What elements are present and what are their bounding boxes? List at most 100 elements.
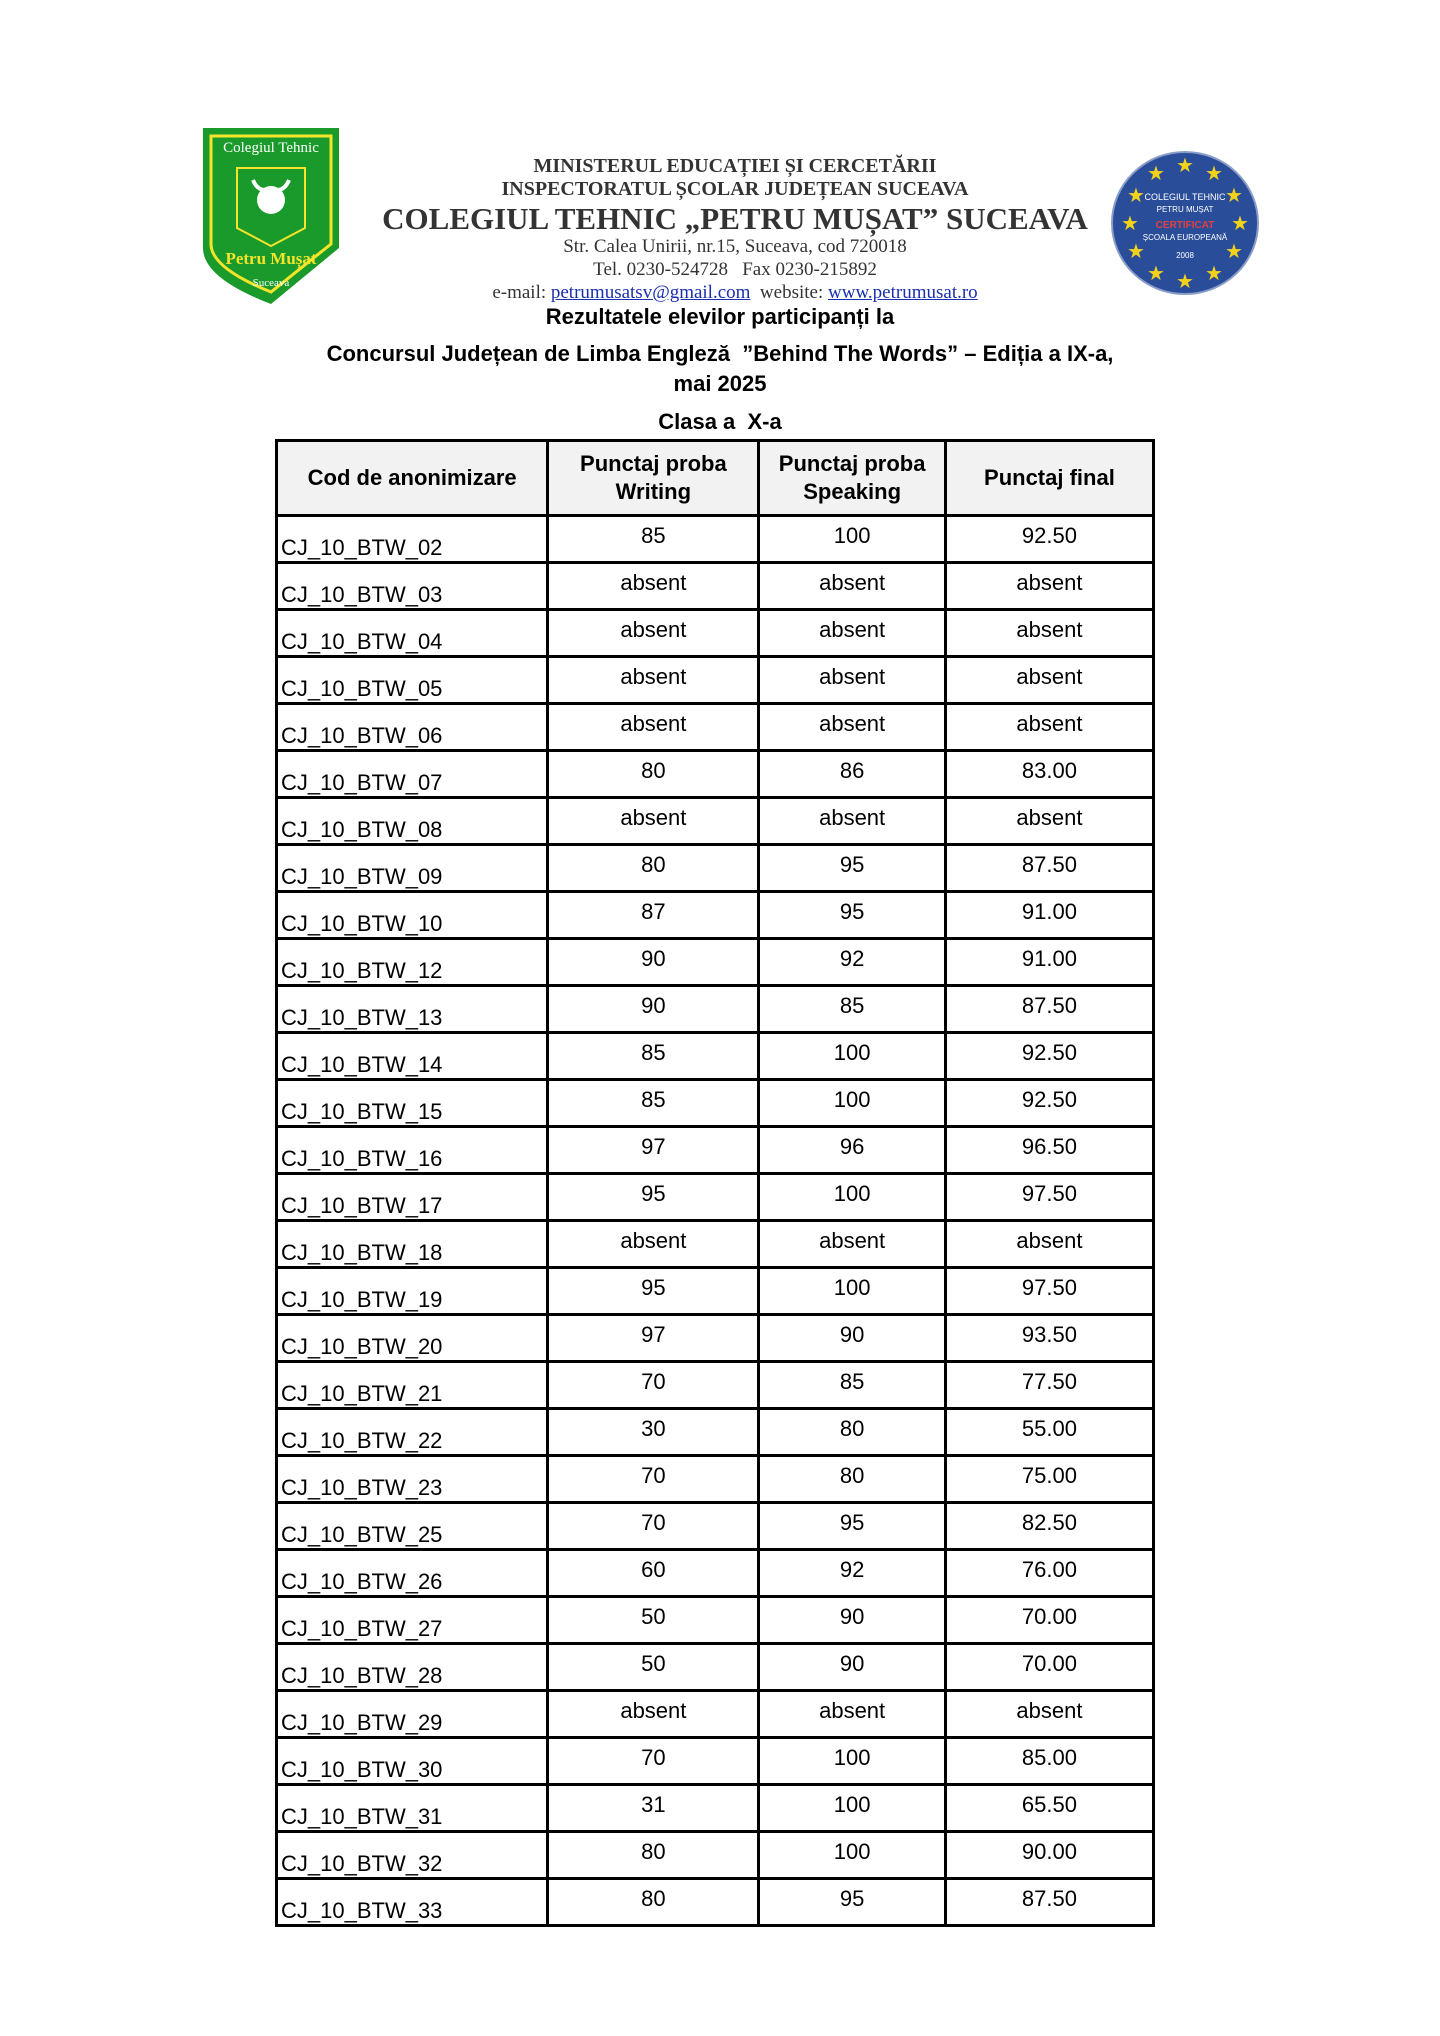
cell-speaking-score: 100	[757, 1031, 947, 1081]
cell-writing-score: absent	[546, 655, 761, 705]
cell-writing-score: 85	[546, 1078, 761, 1128]
cell-final-score: 97.50	[943, 1172, 1156, 1222]
email-label: e-mail:	[492, 282, 547, 303]
cell-speaking-score: 100	[757, 514, 947, 564]
table-row: CJ_10_BTW_12 90 92 91.00	[274, 937, 1156, 987]
cell-writing-score: 50	[546, 1595, 761, 1645]
cell-speaking-score: absent	[757, 1219, 947, 1269]
table-row: CJ_10_BTW_02 85 100 92.50	[274, 514, 1156, 564]
cell-code: CJ_10_BTW_25	[274, 1501, 550, 1551]
cell-writing-score: 90	[546, 984, 761, 1034]
cell-writing-score: 80	[546, 1830, 761, 1880]
cell-code: CJ_10_BTW_22	[274, 1407, 550, 1457]
cell-speaking-score: 86	[757, 749, 947, 799]
svg-text:Petru Mușat: Petru Mușat	[225, 249, 316, 269]
cell-final-score: 87.50	[943, 1877, 1156, 1927]
cell-final-score: 83.00	[943, 749, 1156, 799]
cell-code: CJ_10_BTW_12	[274, 937, 550, 987]
cell-speaking-score: 80	[757, 1454, 947, 1504]
cell-final-score: 75.00	[943, 1454, 1156, 1504]
cell-final-score: 92.50	[943, 1031, 1156, 1081]
svg-text:★: ★	[1225, 183, 1243, 207]
cell-final-score: 87.50	[943, 984, 1156, 1034]
cell-writing-score: 50	[546, 1642, 761, 1692]
cell-final-score: absent	[943, 655, 1156, 705]
header-writing: Punctaj proba Writing	[546, 439, 761, 517]
inspectorate-name: INSPECTORATUL ȘCOLAR JUDEȚEAN SUCEAVA	[501, 178, 969, 200]
cell-final-score: 77.50	[943, 1360, 1156, 1410]
website-link[interactable]: www.petrumusat.ro	[828, 282, 978, 303]
cell-speaking-score: 95	[757, 890, 947, 940]
svg-text:★: ★	[1176, 153, 1194, 177]
cell-speaking-score: 80	[757, 1407, 947, 1457]
table-row: CJ_10_BTW_22 30 80 55.00	[274, 1407, 1156, 1457]
cell-code: CJ_10_BTW_09	[274, 843, 550, 893]
cell-code: CJ_10_BTW_27	[274, 1595, 550, 1645]
cell-writing-score: 85	[546, 514, 761, 564]
table-row: CJ_10_BTW_13 90 85 87.50	[274, 984, 1156, 1034]
ministry-name: MINISTERUL EDUCAȚIEI ȘI CERCETĂRII	[533, 155, 937, 177]
cell-code: CJ_10_BTW_21	[274, 1360, 550, 1410]
cell-final-score: 92.50	[943, 1078, 1156, 1128]
table-row: CJ_10_BTW_23 70 80 75.00	[274, 1454, 1156, 1504]
cell-writing-score: 70	[546, 1454, 761, 1504]
school-logo: Colegiul Tehnic Petru Mușat Suceava	[203, 128, 339, 304]
class-title: Clasa a X-a	[658, 409, 782, 434]
svg-text:★: ★	[1147, 261, 1165, 285]
cell-code: CJ_10_BTW_17	[274, 1172, 550, 1222]
school-contact: e-mail: petrumusatsv@gmail.com website: …	[360, 282, 1110, 304]
cell-final-score: absent	[943, 1689, 1156, 1739]
svg-text:COLEGIUL TEHNIC: COLEGIUL TEHNIC	[1144, 192, 1226, 202]
cell-final-score: absent	[943, 702, 1156, 752]
table-row: CJ_10_BTW_20 97 90 93.50	[274, 1313, 1156, 1363]
table-row: CJ_10_BTW_33 80 95 87.50	[274, 1877, 1156, 1927]
cell-final-score: absent	[943, 608, 1156, 658]
cell-code: CJ_10_BTW_26	[274, 1548, 550, 1598]
cell-final-score: 87.50	[943, 843, 1156, 893]
cell-writing-score: absent	[546, 702, 761, 752]
cell-code: CJ_10_BTW_31	[274, 1783, 550, 1833]
cell-final-score: 82.50	[943, 1501, 1156, 1551]
cell-writing-score: absent	[546, 561, 761, 611]
cell-writing-score: 95	[546, 1266, 761, 1316]
contest-date: mai 2025	[673, 371, 767, 396]
cell-code: CJ_10_BTW_06	[274, 702, 550, 752]
cell-writing-score: 80	[546, 749, 761, 799]
table-row: CJ_10_BTW_14 85 100 92.50	[274, 1031, 1156, 1081]
cell-final-score: 65.50	[943, 1783, 1156, 1833]
email-link[interactable]: petrumusatsv@gmail.com	[550, 282, 751, 303]
cell-code: CJ_10_BTW_33	[274, 1877, 550, 1927]
cell-speaking-score: 100	[757, 1266, 947, 1316]
svg-text:ȘCOALA EUROPEANĂ: ȘCOALA EUROPEANĂ	[1143, 233, 1228, 242]
cell-speaking-score: absent	[757, 655, 947, 705]
cell-speaking-score: 95	[757, 843, 947, 893]
cell-speaking-score: absent	[757, 796, 947, 846]
cell-code: CJ_10_BTW_16	[274, 1125, 550, 1175]
cell-speaking-score: absent	[757, 702, 947, 752]
cell-final-score: 76.00	[943, 1548, 1156, 1598]
svg-text:★: ★	[1176, 269, 1194, 293]
cell-writing-score: 85	[546, 1031, 761, 1081]
table-row: CJ_10_BTW_06 absent absent absent	[274, 702, 1156, 752]
svg-text:★: ★	[1231, 211, 1249, 235]
svg-text:Suceava: Suceava	[253, 277, 290, 289]
svg-text:★: ★	[1205, 261, 1223, 285]
cell-code: CJ_10_BTW_18	[274, 1219, 550, 1269]
cell-speaking-score: 85	[757, 984, 947, 1034]
svg-text:PETRU MUȘAT: PETRU MUȘAT	[1157, 205, 1214, 214]
cell-code: CJ_10_BTW_03	[274, 561, 550, 611]
cell-code: CJ_10_BTW_28	[274, 1642, 550, 1692]
cell-speaking-score: 90	[757, 1313, 947, 1363]
school-phone: Tel. 0230-524728 Fax 0230-215892	[593, 259, 877, 280]
cell-code: CJ_10_BTW_08	[274, 796, 550, 846]
cell-writing-score: 97	[546, 1125, 761, 1175]
table-row: CJ_10_BTW_05 absent absent absent	[274, 655, 1156, 705]
cell-writing-score: 70	[546, 1736, 761, 1786]
cell-code: CJ_10_BTW_30	[274, 1736, 550, 1786]
cell-speaking-score: 95	[757, 1501, 947, 1551]
cell-final-score: absent	[943, 1219, 1156, 1269]
table-row: CJ_10_BTW_09 80 95 87.50	[274, 843, 1156, 893]
cell-final-score: 85.00	[943, 1736, 1156, 1786]
results-title: Rezultatele elevilor participanți la	[545, 304, 895, 329]
cell-writing-score: absent	[546, 1219, 761, 1269]
